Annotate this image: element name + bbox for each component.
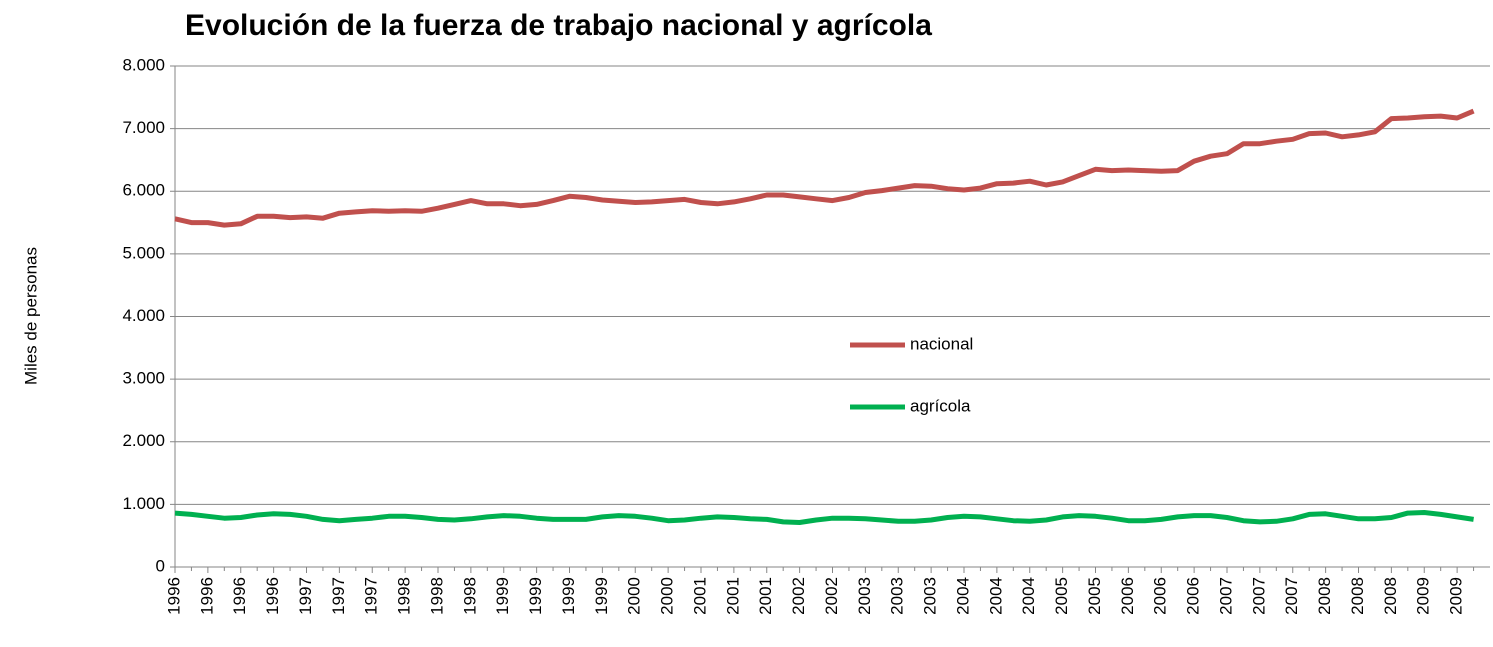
x-tick-label: 2008: [1348, 577, 1367, 615]
x-tick-label: 2000: [625, 577, 644, 615]
y-tick-label: 8.000: [122, 55, 165, 74]
x-tick-label: 2005: [1085, 577, 1104, 615]
x-tick-label: 1999: [493, 577, 512, 615]
x-tick-label: 1998: [460, 577, 479, 615]
x-tick-label: 2009: [1447, 577, 1466, 615]
x-tick-label: 1996: [230, 577, 249, 615]
x-tick-label: 1997: [329, 577, 348, 615]
x-tick-label: 2007: [1216, 577, 1235, 615]
x-tick-label: 1999: [592, 577, 611, 615]
legend-label: nacional: [910, 334, 973, 353]
chart-title: Evolución de la fuerza de trabajo nacion…: [185, 9, 932, 42]
x-tick-label: 2005: [1052, 577, 1071, 615]
y-tick-label: 6.000: [122, 181, 165, 200]
x-tick-label: 1999: [559, 577, 578, 615]
x-tick-label: 2008: [1381, 577, 1400, 615]
x-tick-label: 1996: [197, 577, 216, 615]
x-tick-label: 1998: [427, 577, 446, 615]
x-tick-label: 2004: [953, 577, 972, 615]
x-tick-label: 1999: [526, 577, 545, 615]
x-tick-label: 1998: [395, 577, 414, 615]
x-tick-label: 2006: [1118, 577, 1137, 615]
x-tick-label: 1997: [362, 577, 381, 615]
series-line: [174, 108, 1475, 228]
x-tick-label: 2006: [1184, 577, 1203, 615]
y-tick-label: 3.000: [122, 369, 165, 388]
x-tick-label: 2003: [855, 577, 874, 615]
x-tick-label: 2001: [690, 577, 709, 615]
x-tick-label: 2003: [921, 577, 940, 615]
x-tick-label: 2002: [789, 577, 808, 615]
x-tick-label: 2006: [1151, 577, 1170, 615]
x-tick-label: 1996: [263, 577, 282, 615]
y-tick-label: 4.000: [122, 306, 165, 325]
y-tick-label: 7.000: [122, 118, 165, 137]
x-tick-label: 2004: [986, 577, 1005, 615]
legend-label: agrícola: [910, 396, 971, 415]
y-tick-label: 0: [156, 556, 165, 575]
x-tick-label: 2000: [658, 577, 677, 615]
y-tick-label: 5.000: [122, 243, 165, 262]
x-tick-label: 2002: [822, 577, 841, 615]
x-tick-label: 1997: [296, 577, 315, 615]
x-tick-label: 2007: [1282, 577, 1301, 615]
x-tick-label: 2003: [888, 577, 907, 615]
x-tick-label: 2009: [1414, 577, 1433, 615]
x-tick-label: 2007: [1249, 577, 1268, 615]
y-tick-label: 2.000: [122, 431, 165, 450]
x-tick-label: 2008: [1315, 577, 1334, 615]
x-tick-label: 2001: [756, 577, 775, 615]
y-axis-label: Miles de personas: [21, 247, 40, 385]
x-tick-label: 2001: [723, 577, 742, 615]
x-tick-label: 1996: [164, 577, 183, 615]
series-line: [174, 510, 1474, 525]
x-tick-label: 2004: [1019, 577, 1038, 615]
y-tick-label: 1.000: [122, 494, 165, 513]
